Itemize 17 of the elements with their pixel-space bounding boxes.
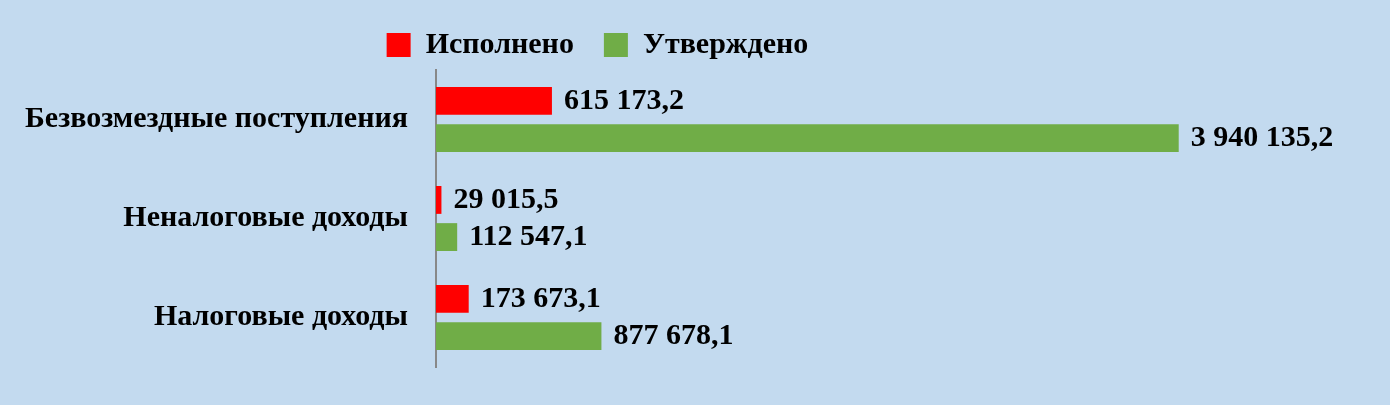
bar [435, 223, 458, 251]
bar [435, 124, 1179, 152]
bar [435, 186, 442, 214]
bar [435, 322, 602, 350]
data-label: 877 678,1 [613, 316, 734, 350]
data-label: 615 173,2 [563, 81, 684, 115]
data-label: 29 015,5 [453, 180, 559, 214]
bar [435, 87, 552, 115]
data-label: 173 673,1 [480, 279, 601, 313]
bar [435, 285, 469, 313]
y-tick-label: Налоговые доходы [153, 298, 408, 332]
data-label: 3 940 135,2 [1190, 118, 1334, 152]
y-tick-label: Безвозмездные поступления [25, 100, 408, 134]
y-tick-label: Неналоговые доходы [123, 199, 408, 233]
data-label: 112 547,1 [469, 217, 588, 251]
legend-label: Исполнено [425, 25, 574, 59]
legend-label: Утверждено [642, 25, 809, 59]
